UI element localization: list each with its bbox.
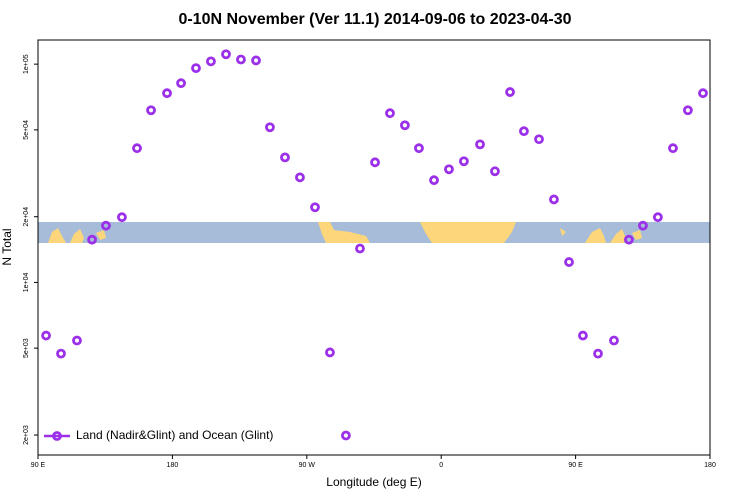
marker xyxy=(72,335,82,346)
marker xyxy=(370,157,380,168)
marker xyxy=(429,175,439,186)
marker xyxy=(295,172,305,183)
marker xyxy=(593,348,603,359)
marker xyxy=(652,212,663,223)
y-tick-label: 2e+04 xyxy=(23,207,30,227)
marker xyxy=(564,257,574,267)
marker xyxy=(578,330,588,341)
marker xyxy=(310,202,320,213)
marker xyxy=(221,49,231,60)
marker xyxy=(132,143,142,154)
chart-title: 0-10N November (Ver 11.1) 2014-09-06 to … xyxy=(178,11,571,28)
marker xyxy=(549,194,559,205)
legend-marker xyxy=(52,431,62,441)
marker xyxy=(534,134,544,145)
marker xyxy=(206,56,216,67)
series xyxy=(41,49,708,441)
marker xyxy=(265,122,275,133)
marker xyxy=(519,126,529,137)
plot-frame xyxy=(37,39,711,456)
marker xyxy=(400,120,410,131)
ocean xyxy=(38,222,710,243)
y-tick-label: 1e+04 xyxy=(23,273,30,293)
marker xyxy=(385,108,395,119)
marker xyxy=(236,54,246,65)
y-tick-label: 5e+04 xyxy=(23,120,30,140)
marker xyxy=(56,348,66,359)
marker xyxy=(475,139,485,150)
marker xyxy=(609,335,619,346)
marker xyxy=(414,143,424,154)
marker xyxy=(668,143,678,154)
marker xyxy=(624,234,634,245)
x-tick-label: 90 W xyxy=(299,462,316,469)
x-axis-label: Longitude (deg E) xyxy=(326,475,421,489)
marker xyxy=(638,220,648,231)
marker xyxy=(490,166,500,177)
marker xyxy=(444,164,454,175)
y-tick-label: 1e+05 xyxy=(23,54,30,74)
x-tick-label: 0 xyxy=(439,462,443,469)
x-tick-label: 180 xyxy=(704,462,716,469)
marker xyxy=(682,105,693,116)
marker xyxy=(458,156,469,167)
marker xyxy=(146,105,156,116)
marker xyxy=(162,88,172,99)
marker xyxy=(505,87,515,97)
marker xyxy=(698,88,708,99)
x-tick-label: 90 E xyxy=(31,462,46,469)
y-tick-label: 2e+03 xyxy=(23,425,30,445)
marker xyxy=(355,243,365,254)
y-tick-label: 5e+03 xyxy=(23,338,30,358)
marker xyxy=(87,234,97,245)
marker xyxy=(325,347,335,358)
y-axis-label: N Total xyxy=(0,228,14,265)
marker xyxy=(191,63,201,74)
marker xyxy=(341,430,351,441)
x-tick-label: 180 xyxy=(167,462,179,469)
land xyxy=(48,222,642,243)
marker xyxy=(117,212,127,223)
marker xyxy=(101,220,111,231)
marker xyxy=(41,330,51,341)
x-tick-label: 90 E xyxy=(568,462,583,469)
map-band xyxy=(38,222,710,243)
marker xyxy=(251,55,261,66)
legend-label: Land (Nadir&Glint) and Ocean (Glint) xyxy=(76,428,273,442)
marker xyxy=(280,152,290,163)
marker xyxy=(176,78,186,89)
